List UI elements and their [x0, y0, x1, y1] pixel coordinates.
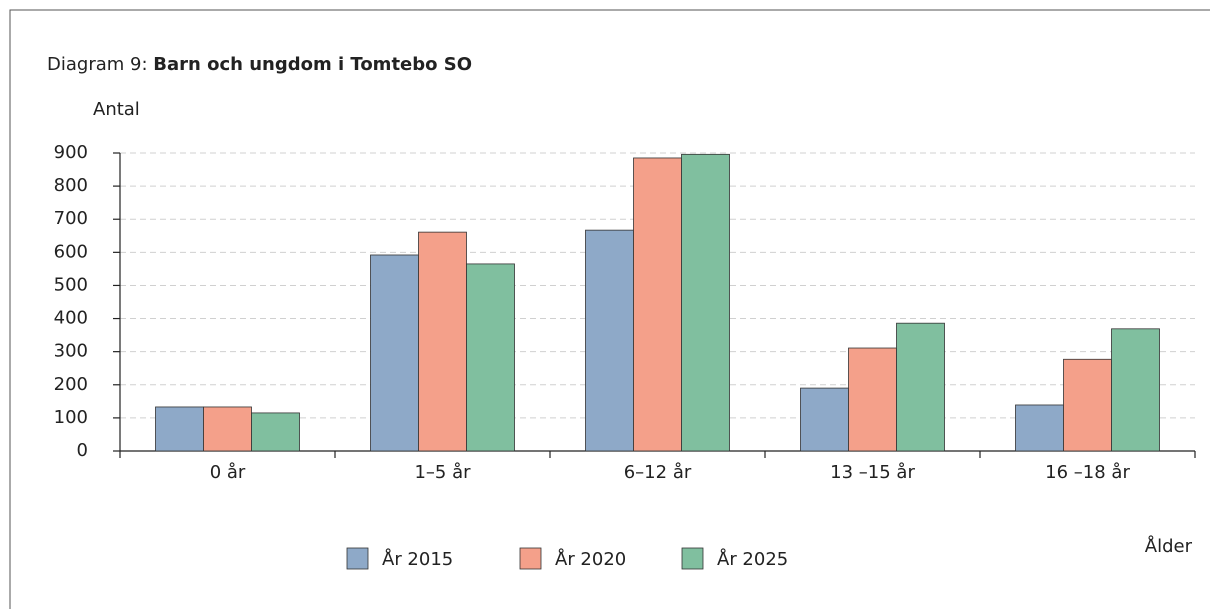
- legend-label: År 2025: [717, 548, 788, 570]
- legend-swatch: [519, 547, 542, 570]
- y-tick-label: 400: [54, 308, 88, 329]
- frame: [9, 9, 1210, 609]
- bar: [896, 322, 945, 452]
- y-tick-label: 700: [54, 208, 88, 229]
- bar: [203, 406, 252, 452]
- y-tick-label: 0: [77, 440, 88, 461]
- x-tick-label: 13 –15 år: [830, 462, 915, 483]
- y-tick-label: 500: [54, 274, 88, 295]
- legend-label: År 2015: [382, 548, 453, 570]
- y-axis-label: Antal: [93, 99, 140, 120]
- bar: [1015, 404, 1064, 452]
- title-prefix: Diagram 9:: [47, 54, 148, 75]
- y-tick-label: 600: [54, 241, 88, 262]
- bar: [1063, 358, 1112, 452]
- legend-swatch: [681, 547, 704, 570]
- bar: [251, 412, 300, 452]
- bar: [370, 254, 419, 452]
- y-tick-label: 200: [54, 374, 88, 395]
- x-tick-label: 1–5 år: [414, 462, 471, 483]
- chart-title: Diagram 9: Barn och ungdom i Tomtebo SO: [47, 54, 472, 75]
- bar: [1111, 328, 1160, 452]
- bar: [681, 153, 730, 452]
- legend-label: År 2020: [555, 548, 626, 570]
- x-tick-label: 0 år: [210, 462, 246, 483]
- x-tick-label: 6–12 år: [624, 462, 692, 483]
- bar: [466, 263, 515, 452]
- title-main: Barn och ungdom i Tomtebo SO: [153, 54, 472, 75]
- bar: [848, 347, 897, 452]
- y-tick-label: 800: [54, 175, 88, 196]
- x-axis-label: Ålder: [1145, 535, 1193, 557]
- y-tick-label: 900: [54, 142, 88, 163]
- x-tick-label: 16 –18 år: [1045, 462, 1130, 483]
- y-tick-label: 100: [54, 407, 88, 428]
- bar: [155, 406, 204, 452]
- y-tick-label: 300: [54, 341, 88, 362]
- bar: [418, 231, 467, 452]
- bar: [800, 387, 849, 452]
- legend-swatch: [346, 547, 369, 570]
- bar: [633, 157, 682, 452]
- bar: [585, 229, 634, 452]
